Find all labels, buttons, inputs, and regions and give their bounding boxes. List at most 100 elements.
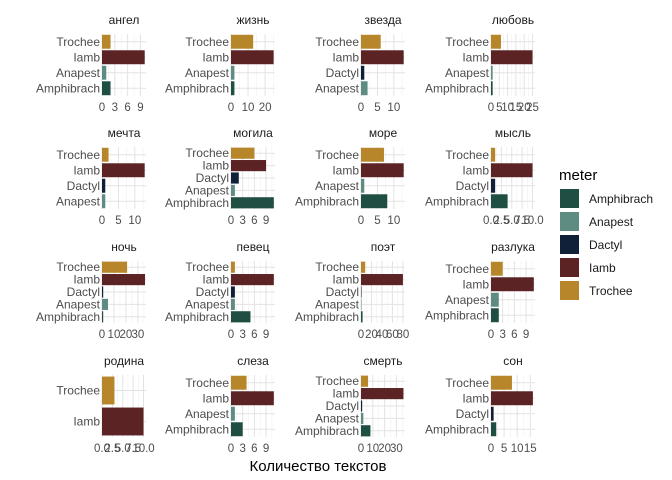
tick-label: 3 — [239, 443, 245, 455]
tick-label: 10 — [501, 102, 514, 114]
category-label: Iamb — [73, 273, 100, 287]
bar — [231, 422, 243, 437]
category-label: Iamb — [462, 391, 489, 405]
bar — [491, 277, 534, 292]
category-label: Iamb — [202, 273, 229, 287]
category-label: Trochee — [185, 146, 229, 160]
tick-label: 6 — [124, 102, 130, 114]
legend: meter Amphibrach Anapest Dactyl Iamb Trochee — [559, 167, 653, 300]
tick-label: 10 — [387, 102, 400, 114]
category-label: Trochee — [315, 374, 359, 388]
bar — [102, 298, 108, 310]
category-label: Amphibrach — [295, 194, 359, 208]
legend-swatch — [560, 235, 579, 254]
facet-title: смерть — [363, 354, 402, 368]
tick-label: 40 — [376, 329, 389, 341]
category-label: Amphibrach — [425, 308, 489, 322]
bar — [231, 391, 274, 406]
bar — [361, 375, 369, 387]
tick-label: 6 — [251, 215, 257, 227]
category-label: Trochee — [185, 260, 229, 274]
bar — [231, 406, 235, 421]
legend-label: Anapest — [589, 215, 634, 229]
tick-label: 10 — [511, 443, 524, 455]
category-label: Trochee — [315, 260, 359, 274]
tick-label: 0 — [358, 102, 364, 114]
tick-label: 10 — [108, 329, 121, 341]
tick-label: 5 — [501, 443, 507, 455]
category-label: Trochee — [445, 35, 489, 49]
facet-title: певец — [237, 240, 270, 254]
facet-title: слеза — [237, 354, 269, 368]
tick-label: 5.0 — [504, 215, 520, 227]
tick-label: 20 — [120, 329, 133, 341]
bar — [361, 400, 363, 412]
category-label: Anapest — [56, 194, 101, 208]
tick-label: 5 — [115, 215, 121, 227]
bar — [231, 298, 235, 310]
facet-title: разлука — [491, 240, 535, 254]
bar — [231, 50, 274, 65]
category-label: Trochee — [445, 262, 489, 276]
bar — [102, 261, 128, 273]
bar — [361, 274, 403, 286]
bar — [231, 160, 267, 172]
tick-label: 0 — [228, 443, 234, 455]
bar — [102, 81, 111, 96]
bar — [361, 412, 364, 424]
bar — [361, 163, 404, 178]
bar — [231, 197, 274, 209]
category-label: Dactyl — [326, 66, 359, 80]
category-label: Iamb — [73, 415, 100, 429]
tick-label: 0 — [228, 329, 234, 341]
category-label: Dactyl — [456, 407, 489, 421]
bar — [491, 147, 496, 162]
facet-title: ангел — [109, 13, 140, 27]
category-label: Trochee — [56, 148, 100, 162]
legend-swatch — [560, 281, 579, 300]
bar — [491, 292, 499, 307]
category-label: Trochee — [445, 148, 489, 162]
category-label: Dactyl — [326, 285, 359, 299]
category-label: Anapest — [445, 66, 490, 80]
tick-label: 9 — [263, 329, 269, 341]
category-label: Amphibrach — [165, 422, 229, 436]
category-label: Trochee — [445, 376, 489, 390]
facet-panel: могила TrocheeIambDactylAnapestAmphibrach… — [165, 126, 275, 227]
tick-label: 2.5 — [104, 443, 120, 455]
category-label: Amphibrach — [36, 310, 100, 324]
bar — [361, 425, 371, 437]
facet-title: мечта — [108, 126, 141, 140]
category-label: Anapest — [56, 66, 101, 80]
category-label: Anapest — [445, 293, 490, 307]
facet-title: море — [369, 126, 398, 140]
category-label: Anapest — [315, 297, 360, 311]
tick-label: 0 — [99, 215, 105, 227]
facet-title: мысль — [495, 126, 531, 140]
tick-label: 20 — [365, 329, 378, 341]
category-label: Anapest — [56, 297, 101, 311]
legend-label: Dactyl — [589, 238, 622, 252]
legend-label: Iamb — [589, 261, 616, 275]
category-label: Amphibrach — [165, 81, 229, 95]
category-label: Iamb — [73, 163, 100, 177]
legend-label: Trochee — [589, 284, 633, 298]
bar — [361, 298, 362, 310]
bar — [361, 286, 362, 298]
tick-label: 0 — [488, 443, 494, 455]
tick-label: 60 — [386, 329, 399, 341]
legend-title: meter — [559, 167, 597, 184]
bar — [361, 388, 404, 400]
tick-label: 5.0 — [115, 443, 131, 455]
tick-label: 0 — [488, 102, 494, 114]
bar — [231, 34, 254, 49]
bar — [491, 308, 499, 323]
bar — [102, 376, 115, 405]
x-axis-title: Количество текстов — [249, 458, 386, 475]
tick-label: 10 — [387, 215, 400, 227]
tick-label: 0 — [228, 102, 234, 114]
